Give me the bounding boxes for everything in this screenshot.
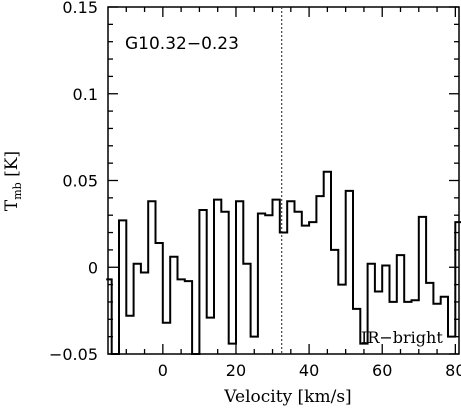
y-tick-label: 0.1 bbox=[73, 85, 98, 104]
y-axis-title-unit: [K] bbox=[2, 151, 22, 182]
x-tick-labels: 0 20 40 60 80 bbox=[158, 361, 461, 380]
x-tick-label: 40 bbox=[299, 361, 319, 380]
x-tick-label: 80 bbox=[445, 361, 461, 380]
source-name-label: G10.32−0.23 bbox=[125, 34, 239, 54]
y-tick-labels: −0.05 0 0.05 0.1 0.15 bbox=[49, 0, 98, 364]
x-tick-label: 60 bbox=[372, 361, 392, 380]
category-label: IR−bright bbox=[361, 328, 443, 347]
y-axis-title-main: T bbox=[2, 199, 22, 211]
y-axis-title: Tmb [K] bbox=[2, 151, 24, 211]
y-axis-title-subscript: mb bbox=[11, 182, 24, 199]
y-tick-label: 0.05 bbox=[62, 172, 98, 191]
spectrum-series-line bbox=[106, 170, 461, 355]
y-tick-label: −0.05 bbox=[49, 345, 98, 364]
x-axis-title: Velocity [km/s] bbox=[223, 387, 351, 407]
y-tick-label: 0 bbox=[88, 258, 98, 277]
y-tick-label: 0.15 bbox=[62, 0, 98, 17]
x-tick-label: 20 bbox=[226, 361, 246, 380]
x-tick-label: 0 bbox=[158, 361, 168, 380]
tick-marks bbox=[108, 6, 459, 355]
